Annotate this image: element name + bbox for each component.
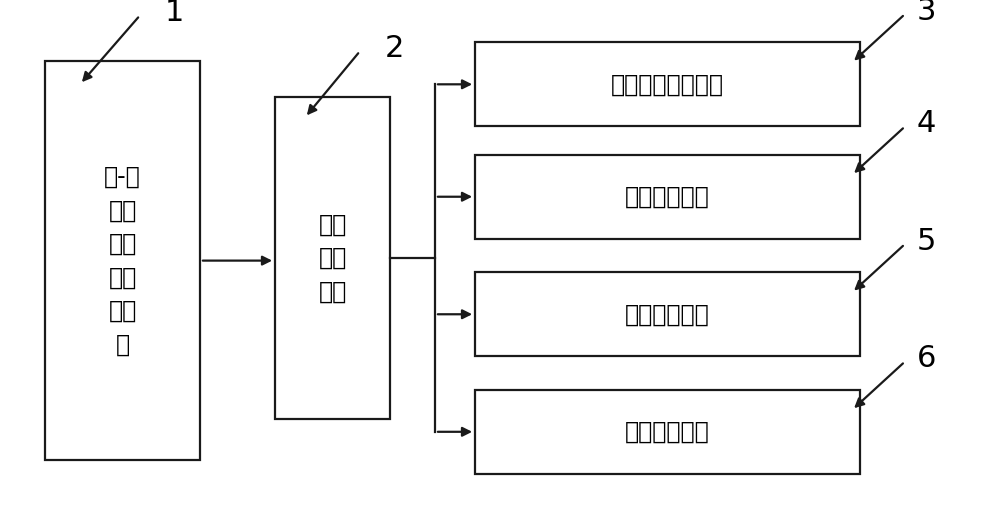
Text: 图像智能识别模块: 图像智能识别模块 bbox=[611, 73, 724, 96]
Text: 3: 3 bbox=[917, 0, 936, 26]
Text: 5: 5 bbox=[917, 227, 936, 256]
Text: 数据存储模块: 数据存储模块 bbox=[625, 303, 710, 326]
Text: 折-衍
混合
红外
热成
像系
统: 折-衍 混合 红外 热成 像系 统 bbox=[104, 165, 141, 356]
Bar bbox=[475, 389, 860, 474]
Text: 图像显示模块: 图像显示模块 bbox=[625, 185, 710, 208]
Text: 中央
处理
模块: 中央 处理 模块 bbox=[318, 213, 347, 304]
Bar bbox=[475, 154, 860, 239]
Text: 1: 1 bbox=[165, 0, 184, 27]
Bar bbox=[275, 97, 390, 419]
Bar bbox=[45, 61, 200, 460]
Bar bbox=[475, 272, 860, 357]
Text: 6: 6 bbox=[917, 344, 936, 374]
Text: 4: 4 bbox=[917, 109, 936, 138]
Text: 报告打印模块: 报告打印模块 bbox=[625, 420, 710, 444]
Bar bbox=[475, 42, 860, 126]
Text: 2: 2 bbox=[385, 34, 404, 63]
